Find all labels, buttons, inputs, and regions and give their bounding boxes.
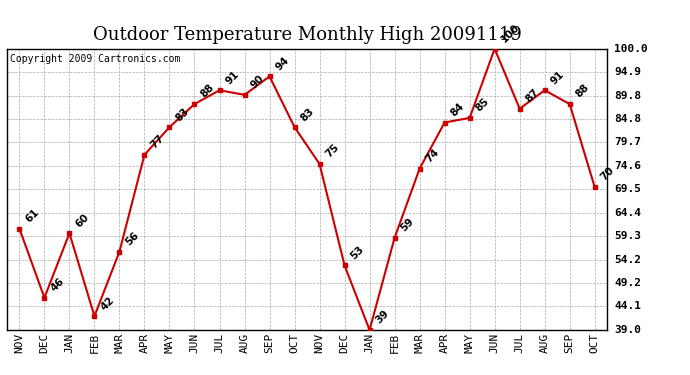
Text: 59: 59 (399, 216, 416, 234)
Text: 44.1: 44.1 (614, 302, 641, 312)
Text: 100: 100 (499, 22, 521, 45)
Text: 88: 88 (574, 82, 591, 100)
Text: 75: 75 (324, 142, 341, 160)
Text: 74.6: 74.6 (614, 161, 641, 171)
Text: 89.8: 89.8 (614, 91, 641, 101)
Text: 84: 84 (448, 101, 466, 118)
Title: Outdoor Temperature Monthly High 20091119: Outdoor Temperature Monthly High 2009111… (92, 26, 522, 44)
Text: Copyright 2009 Cartronics.com: Copyright 2009 Cartronics.com (10, 54, 180, 64)
Text: 94: 94 (274, 55, 291, 72)
Text: 70: 70 (599, 165, 616, 183)
Text: 83: 83 (174, 106, 191, 123)
Text: 64.4: 64.4 (614, 208, 641, 218)
Text: 100.0: 100.0 (614, 44, 648, 54)
Text: 83: 83 (299, 106, 316, 123)
Text: 39.0: 39.0 (614, 325, 641, 335)
Text: 74: 74 (424, 147, 442, 165)
Text: 61: 61 (23, 207, 41, 224)
Text: 69.5: 69.5 (614, 184, 641, 194)
Text: 77: 77 (148, 133, 166, 151)
Text: 49.2: 49.2 (614, 278, 641, 288)
Text: 91: 91 (549, 69, 566, 86)
Text: 87: 87 (524, 87, 541, 105)
Text: 59.3: 59.3 (614, 231, 641, 242)
Text: 53: 53 (348, 244, 366, 261)
Text: 88: 88 (199, 82, 216, 100)
Text: 60: 60 (74, 211, 91, 229)
Text: 42: 42 (99, 295, 116, 312)
Text: 94.9: 94.9 (614, 67, 641, 77)
Text: 84.8: 84.8 (614, 114, 641, 124)
Text: 39: 39 (374, 309, 391, 326)
Text: 56: 56 (124, 230, 141, 248)
Text: 91: 91 (224, 69, 241, 86)
Text: 54.2: 54.2 (614, 255, 641, 265)
Text: 90: 90 (248, 74, 266, 91)
Text: 79.7: 79.7 (614, 137, 641, 147)
Text: 85: 85 (474, 96, 491, 114)
Text: 46: 46 (48, 276, 66, 294)
